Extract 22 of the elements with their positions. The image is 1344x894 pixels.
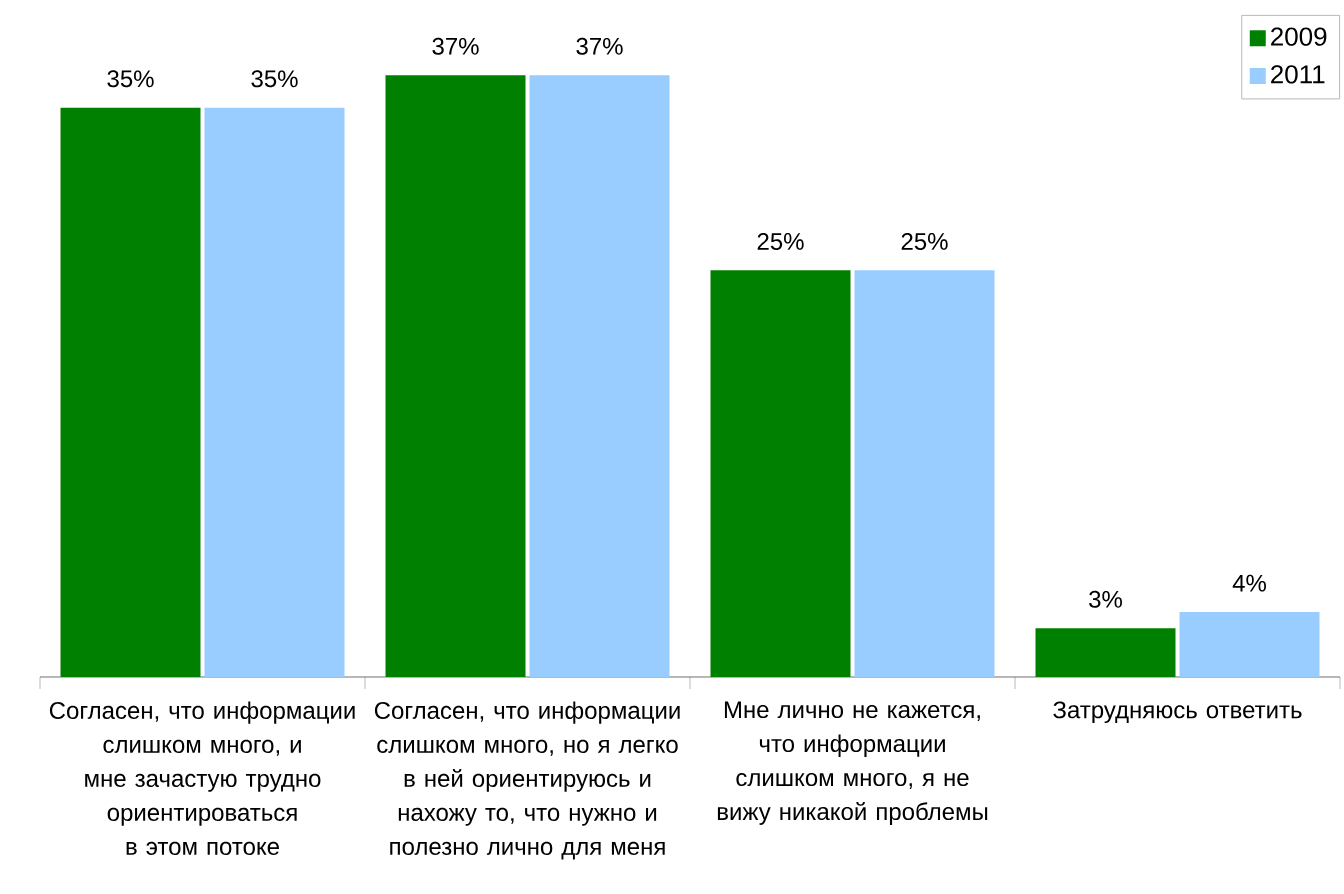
data-label: 37% xyxy=(576,37,623,55)
legend-label: 2009 xyxy=(1271,27,1327,46)
bar xyxy=(385,75,526,677)
bar xyxy=(529,75,670,677)
data-label: 3% xyxy=(1089,590,1122,608)
data-label: 35% xyxy=(251,70,298,88)
legend-label: 2011 xyxy=(1271,65,1325,84)
bar xyxy=(854,270,995,677)
data-label: 35% xyxy=(107,70,154,88)
bar xyxy=(1179,611,1320,677)
data-label: 25% xyxy=(901,232,948,250)
x-tick-label: Согласен, что информации слишком много, но я легко в ней ориентируюсь и нахожу то, что нужно и полезно лично для меня xyxy=(374,701,680,860)
data-label: 4% xyxy=(1232,574,1266,592)
x-tick-label: Согласен, что информации слишком много, и мне зачастую трудно ориентироваться в этом потоке xyxy=(49,701,355,855)
x-tick-label: Затрудняюсь ответить xyxy=(1053,701,1302,724)
bar xyxy=(60,107,201,677)
bar xyxy=(204,107,345,677)
bar xyxy=(1035,628,1176,677)
x-tick-label: Мне лично не кажется, что информации слишком много, я не вижу никакой проблемы xyxy=(717,701,988,825)
data-label: 37% xyxy=(432,37,479,55)
data-label: 25% xyxy=(757,232,804,250)
bar xyxy=(710,270,851,677)
